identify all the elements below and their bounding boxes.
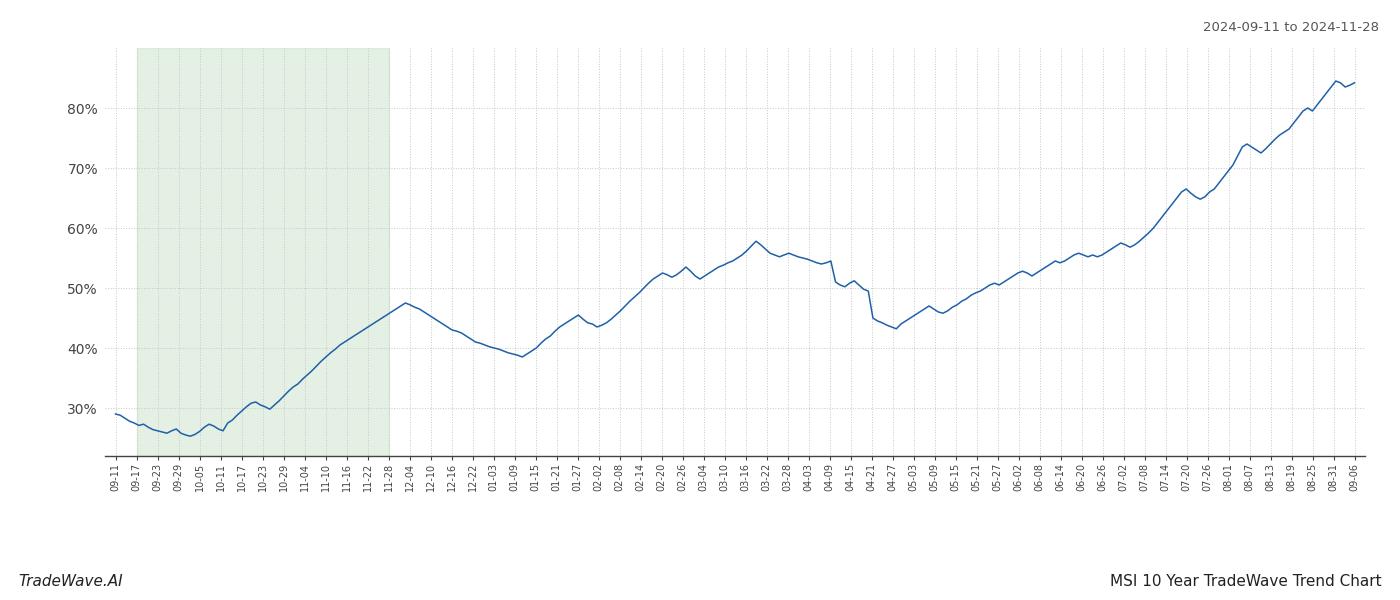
Bar (137, 48, 389, 456)
Text: 2024-09-11 to 2024-11-28: 2024-09-11 to 2024-11-28 (1203, 21, 1379, 34)
Text: MSI 10 Year TradeWave Trend Chart: MSI 10 Year TradeWave Trend Chart (1110, 574, 1382, 589)
Text: TradeWave.AI: TradeWave.AI (18, 574, 123, 589)
